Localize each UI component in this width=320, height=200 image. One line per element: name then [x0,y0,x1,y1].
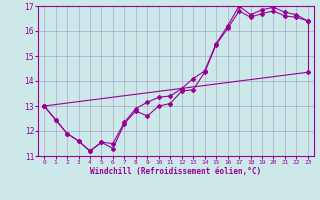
X-axis label: Windchill (Refroidissement éolien,°C): Windchill (Refroidissement éolien,°C) [91,167,261,176]
